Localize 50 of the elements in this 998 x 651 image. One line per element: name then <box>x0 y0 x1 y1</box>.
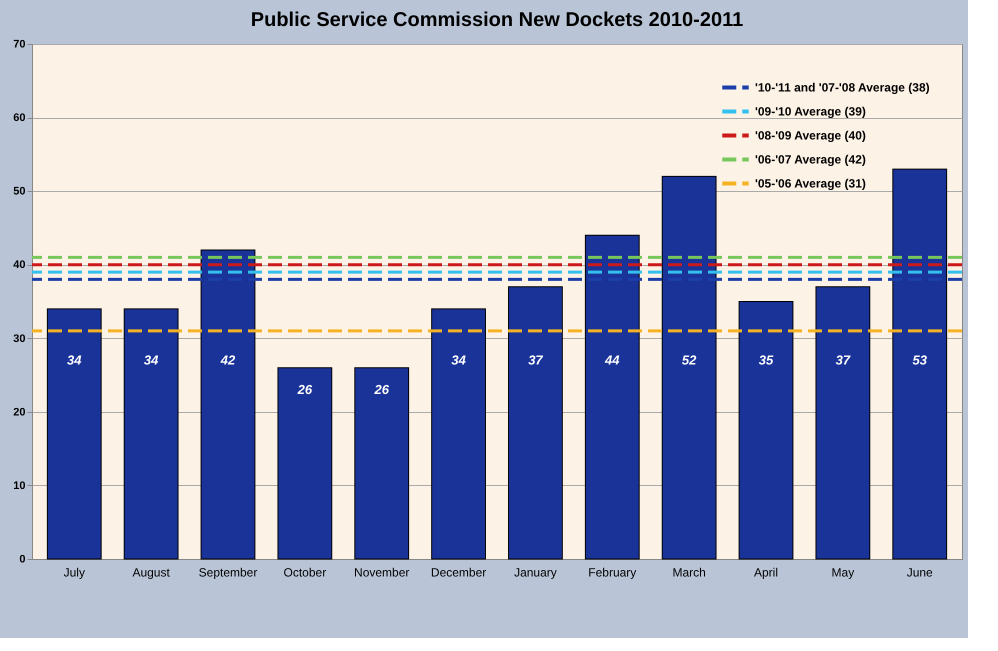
x-tick-label: September <box>198 566 258 580</box>
bar <box>584 234 640 560</box>
chart-title: Public Service Commission New Dockets 2010-2011 <box>250 9 744 31</box>
data-label: 42 <box>220 352 236 368</box>
data-label: 26 <box>373 382 390 397</box>
x-tick-label: August <box>132 566 170 580</box>
data-label: 52 <box>682 352 698 368</box>
x-tick-label: July <box>64 566 85 580</box>
y-tick-label: 10 <box>13 480 26 492</box>
y-tick-label: 60 <box>13 112 26 124</box>
bar <box>508 286 563 560</box>
bar <box>354 367 410 560</box>
x-tick-label: March <box>672 566 706 580</box>
x-tick-label: December <box>430 566 486 580</box>
bar <box>200 250 256 560</box>
x-tick-label: October <box>284 566 326 580</box>
bar <box>277 367 332 560</box>
bar <box>662 176 717 560</box>
data-label: 37 <box>836 352 851 368</box>
data-label: 35 <box>758 352 774 368</box>
legend-label: '06-'07 Average (42) <box>755 152 866 166</box>
data-label: 34 <box>451 352 467 368</box>
data-label: 34 <box>67 352 82 368</box>
y-tick-label: 40 <box>13 259 26 272</box>
y-tick-label: 30 <box>13 332 26 345</box>
bar <box>815 286 870 560</box>
x-tick-label: February <box>588 566 636 580</box>
x-tick-label: November <box>354 566 410 580</box>
x-tick-label: May <box>832 566 854 580</box>
y-tick-label: 0 <box>19 554 26 566</box>
legend-label: '08-'09 Average (40) <box>755 128 866 142</box>
x-tick-label: January <box>514 566 557 580</box>
bar <box>892 168 948 560</box>
data-label: 53 <box>912 352 928 368</box>
bar <box>738 301 794 560</box>
data-label: 44 <box>604 352 620 368</box>
y-tick-label: 70 <box>13 38 26 50</box>
legend-label: '05-'06 Average (31) <box>755 176 866 190</box>
data-label: 37 <box>528 352 544 368</box>
x-tick-label: April <box>754 566 778 580</box>
x-tick-label: June <box>906 566 934 580</box>
legend-label: '10-'11 and '07-'08 Average (38) <box>755 80 930 94</box>
y-tick-label: 20 <box>13 406 26 418</box>
data-label: 34 <box>144 352 160 368</box>
y-tick-label: 50 <box>13 186 26 198</box>
bar <box>46 308 102 560</box>
bar <box>124 308 179 560</box>
data-label: 26 <box>296 382 313 397</box>
bar <box>431 308 486 560</box>
legend-label: '09-'10 Average (39) <box>755 104 866 118</box>
